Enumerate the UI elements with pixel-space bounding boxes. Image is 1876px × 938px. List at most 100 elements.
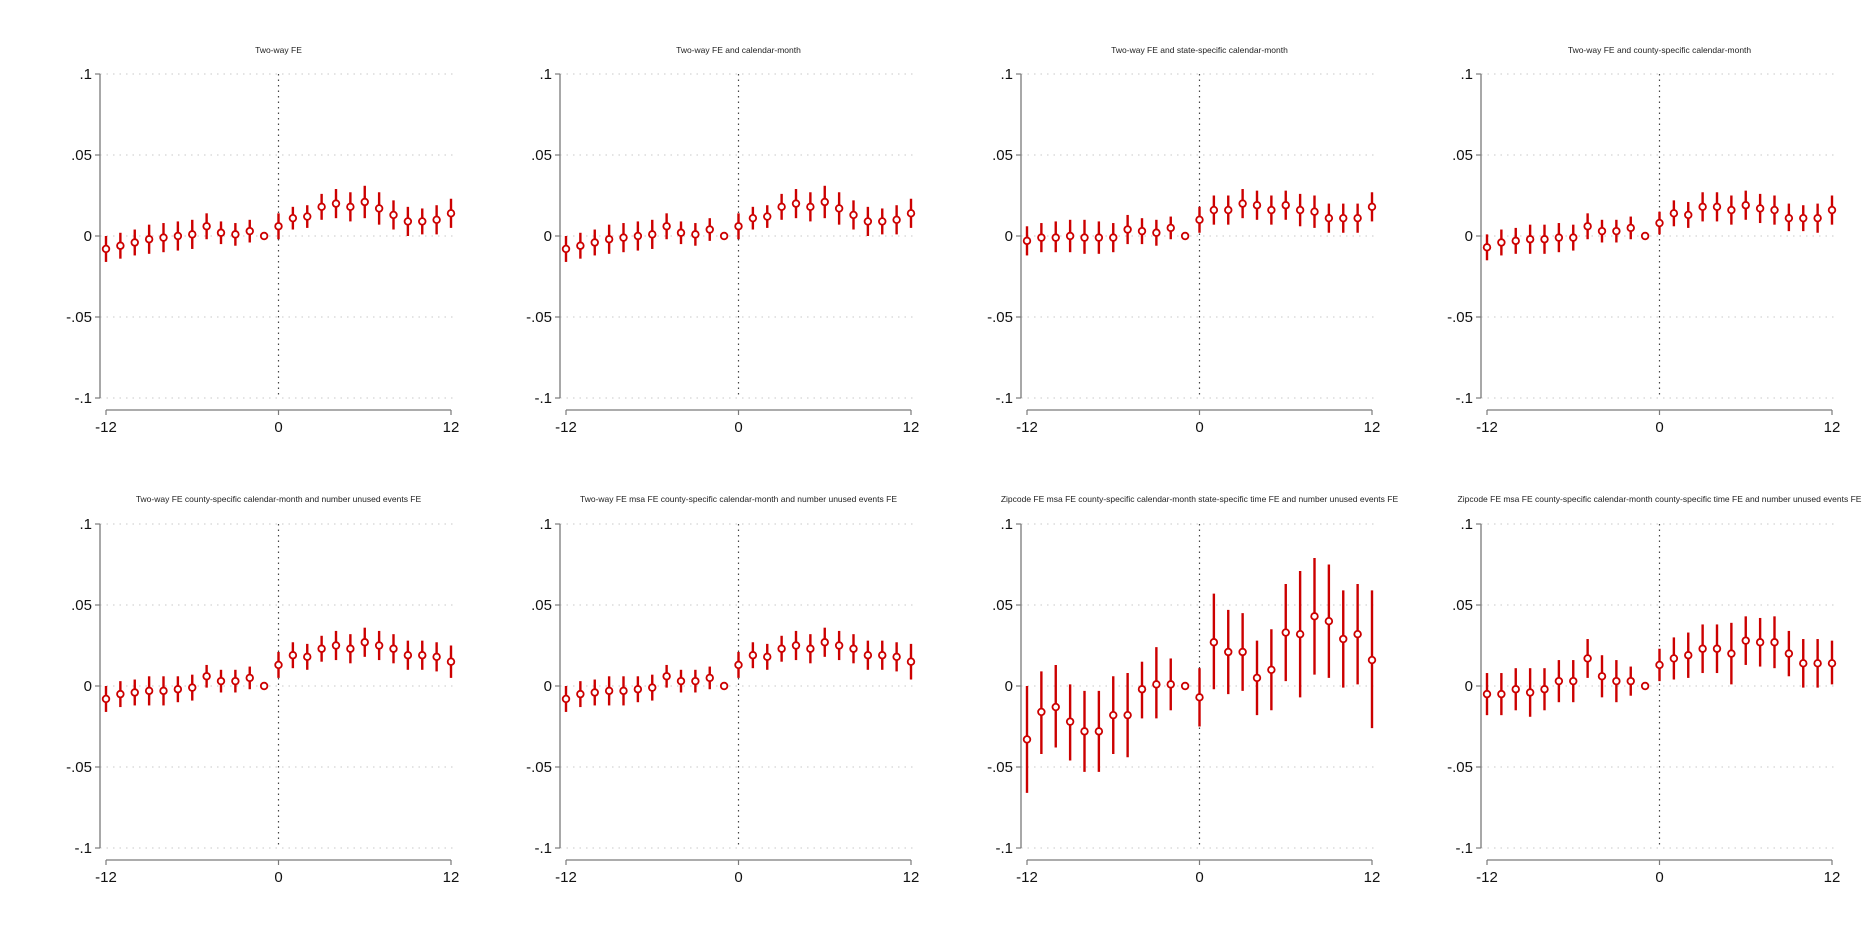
- point-estimate: [1669, 209, 1679, 218]
- point-estimate: [259, 231, 269, 241]
- point-estimate: [590, 238, 599, 247]
- point-estimate: [906, 209, 916, 218]
- point-estimate: [1295, 629, 1305, 639]
- point-estimate: [360, 197, 369, 207]
- x-tick-label: 0: [274, 419, 282, 436]
- point-estimate: [1324, 617, 1334, 626]
- point-estimate: [1784, 649, 1794, 658]
- y-tick-label: -.1: [534, 390, 552, 407]
- point-estimate: [1051, 702, 1060, 712]
- point-estimate: [1712, 644, 1722, 653]
- point-estimate: [1712, 202, 1722, 212]
- x-tick-label: 0: [1195, 869, 1203, 886]
- point-estimate: [1267, 665, 1276, 674]
- y-tick-label: -.1: [995, 840, 1013, 857]
- y-tick-label: .05: [71, 147, 92, 164]
- point-estimate: [1540, 685, 1549, 694]
- point-estimate: [1324, 213, 1334, 223]
- point-estimate: [633, 685, 643, 694]
- y-tick-label: .1: [1000, 66, 1013, 83]
- point-estimate: [1755, 204, 1765, 213]
- point-estimate: [1022, 236, 1032, 246]
- point-estimate: [878, 217, 887, 226]
- y-tick-label: .05: [71, 597, 92, 614]
- point-estimate: [806, 202, 815, 212]
- y-tick-label: .1: [1460, 516, 1473, 533]
- point-estimate: [1080, 727, 1089, 736]
- point-estimate: [116, 689, 125, 699]
- y-tick-label: 0: [1465, 228, 1473, 245]
- x-tick-label: -12: [95, 869, 117, 886]
- point-estimate: [777, 644, 786, 653]
- panel-7: Zipcode FE msa FE county-specific calend…: [987, 494, 1398, 886]
- panel-1: Two-way FE -.1 -.05 0 .05 .1 -12 0 12: [66, 45, 459, 436]
- point-estimate: [777, 202, 786, 212]
- point-estimate: [892, 652, 901, 662]
- point-estimate: [820, 638, 829, 647]
- point-estimate: [202, 222, 211, 231]
- point-estimate: [1094, 233, 1104, 242]
- point-estimate: [288, 213, 298, 223]
- y-tick-label: .1: [79, 66, 92, 83]
- point-estimate: [389, 644, 398, 653]
- point-estimate: [691, 230, 700, 239]
- point-estimate: [1755, 638, 1765, 647]
- y-tick-label: -.05: [526, 309, 552, 326]
- point-estimate: [1252, 201, 1262, 210]
- point-estimate: [619, 233, 628, 242]
- point-estimate: [1741, 201, 1750, 210]
- x-tick-label: 12: [903, 419, 920, 436]
- point-estimate: [1367, 655, 1377, 665]
- x-tick-label: -12: [1476, 419, 1498, 436]
- y-tick-label: .1: [539, 66, 552, 83]
- point-estimate: [561, 694, 571, 704]
- point-estimate: [245, 226, 254, 236]
- point-estimate: [648, 230, 657, 239]
- point-estimate: [116, 241, 125, 250]
- point-estimate: [374, 641, 384, 650]
- point-estimate: [1123, 710, 1132, 720]
- point-estimate: [1339, 213, 1348, 223]
- x-tick-label: 0: [734, 869, 742, 886]
- y-tick-label: -.1: [995, 390, 1013, 407]
- point-estimate: [1497, 238, 1506, 247]
- y-tick-label: 0: [1005, 678, 1013, 695]
- point-estimate: [1094, 727, 1104, 736]
- point-estimate: [331, 641, 341, 650]
- point-estimate: [1554, 676, 1564, 686]
- y-tick-label: -.05: [987, 759, 1013, 776]
- point-estimate: [1583, 222, 1592, 231]
- point-estimate: [863, 651, 873, 660]
- y-tick-label: -.05: [66, 759, 92, 776]
- point-estimate: [748, 651, 758, 660]
- point-estimate: [216, 676, 226, 686]
- point-estimate: [691, 676, 700, 686]
- point-estimate: [1339, 634, 1348, 644]
- point-estimate: [1180, 231, 1190, 241]
- point-estimate: [1252, 673, 1262, 683]
- point-estimate: [1626, 223, 1635, 233]
- point-estimate: [403, 651, 413, 660]
- point-estimate: [331, 199, 341, 208]
- point-estimate: [1669, 654, 1679, 663]
- point-estimate: [317, 644, 326, 653]
- point-estimate: [878, 651, 887, 660]
- point-estimate: [130, 688, 139, 697]
- panel-title: Two-way FE and calendar-month: [676, 45, 801, 55]
- point-estimate: [418, 217, 427, 226]
- point-estimate: [1698, 644, 1707, 653]
- point-estimate: [662, 672, 671, 681]
- point-estimate: [432, 652, 441, 662]
- y-tick-label: -.1: [74, 390, 92, 407]
- point-estimate: [1238, 199, 1247, 208]
- point-estimate: [188, 683, 197, 692]
- y-tick-label: .05: [531, 147, 552, 164]
- point-estimate: [1152, 228, 1161, 237]
- panel-title: Two-way FE and county-specific calendar-…: [1568, 45, 1752, 55]
- point-estimate: [1511, 236, 1520, 246]
- point-estimate: [446, 657, 456, 666]
- point-estimate: [676, 228, 686, 237]
- point-estimate: [604, 235, 614, 244]
- point-estimate: [1109, 233, 1118, 242]
